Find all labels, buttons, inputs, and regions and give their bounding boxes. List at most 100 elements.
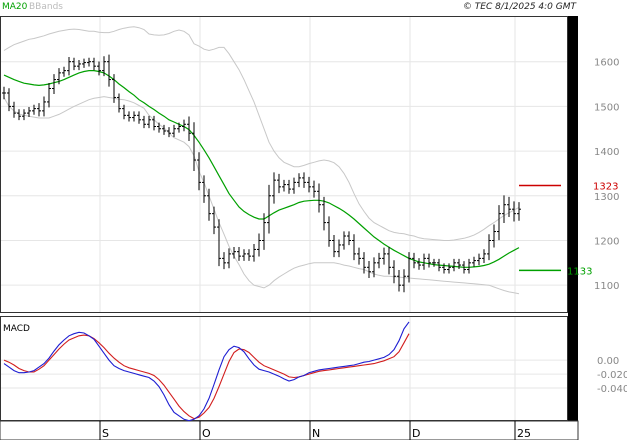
ohlc-bar	[487, 234, 491, 261]
ohlc-bar	[302, 172, 306, 188]
ohlc-bar	[197, 152, 201, 191]
ohlc-bar	[47, 83, 51, 108]
ohlc-bar	[432, 258, 436, 267]
macd-signal-line	[3, 333, 410, 420]
ohlc-bar	[37, 103, 41, 117]
ohlc-bar	[297, 173, 301, 188]
ohlc-bar	[307, 176, 311, 193]
date-tick-label: 25	[517, 427, 531, 440]
price-panel-frame	[0, 16, 568, 313]
ohlc-bar	[172, 124, 176, 138]
ohlc-bar	[342, 231, 346, 250]
ohlc-bar	[82, 58, 86, 68]
ohlc-bar	[382, 247, 386, 265]
ohlc-bar	[502, 195, 506, 224]
ohlc-bar	[77, 60, 81, 71]
ohlc-bar	[332, 235, 336, 258]
ohlc-bar	[187, 116, 191, 142]
ohlc-bar	[57, 68, 61, 85]
ohlc-bar	[492, 224, 496, 248]
copyright-text: © TEC 8/1/2025 4:0 GMT	[463, 2, 578, 12]
ohlc-bar	[112, 74, 116, 103]
ohlc-bar	[162, 124, 166, 135]
price-tick-label: 1400	[594, 147, 619, 158]
ohlc-bar	[137, 111, 141, 124]
ohlc-bar	[312, 180, 316, 198]
ohlc-bar	[437, 258, 441, 272]
ohlc-bar	[397, 269, 401, 292]
ohlc-bar	[452, 258, 456, 272]
date-axis-bar	[0, 420, 579, 441]
ohlc-bar	[417, 258, 421, 270]
macd-tick-label: -0.040	[597, 384, 627, 395]
ohlc-bar	[507, 196, 511, 218]
ohlc-bar	[52, 74, 56, 94]
ohlc-bar	[357, 247, 361, 265]
ohlc-bar	[167, 127, 171, 138]
ohlc-bar	[482, 249, 486, 264]
ohlc-bar	[237, 246, 241, 261]
ohlc-bar	[337, 239, 341, 258]
ohlc-bar	[442, 263, 446, 274]
price-tick-label: 1500	[594, 102, 619, 113]
macd-gridlines: 0.00 -0.020 -0.040	[1, 317, 627, 420]
ohlc-bar	[92, 57, 96, 71]
ohlc-bar	[387, 246, 391, 275]
ohlc-bar	[372, 257, 376, 278]
ohlc-bar	[277, 173, 281, 194]
ohlc-bar	[127, 111, 131, 122]
ohlc-bar	[472, 256, 476, 267]
macd-title: MACD	[3, 324, 30, 334]
ohlc-bar	[242, 249, 246, 261]
ohlc-bar	[152, 115, 156, 131]
ohlc-bar	[147, 115, 151, 129]
price-tick-label: 1600	[594, 58, 619, 69]
ohlc-bar	[117, 93, 121, 113]
ohlc-bar	[222, 252, 226, 270]
ohlc-bar	[202, 175, 206, 203]
ohlc-bar	[42, 96, 46, 117]
ohlc-bar	[132, 111, 136, 122]
ohlc-bar	[287, 179, 291, 194]
ohlc-bar	[157, 122, 161, 133]
ohlc-bar	[477, 253, 481, 266]
macd-line	[3, 321, 410, 422]
ohlc-bar	[457, 258, 461, 269]
ohlc-bar	[467, 258, 471, 274]
ohlc-bar	[427, 253, 431, 268]
ohlc-bar	[232, 246, 236, 259]
ohlc-bar	[87, 57, 91, 67]
ohlc-bar	[362, 252, 366, 274]
ohlc-bar	[317, 183, 321, 213]
ohlc-bar	[102, 56, 106, 77]
ohlc-bar	[67, 57, 71, 76]
ohlc-bar	[182, 119, 186, 132]
price-gridlines: 1100 1200 1300 1400 1500 1600	[1, 17, 619, 312]
macd-tick-label: 0.00	[597, 356, 619, 367]
ohlc-bar	[72, 57, 76, 71]
date-tick-label: N	[312, 427, 320, 440]
ohlc-bar	[32, 104, 36, 115]
ohlc-bar	[7, 88, 11, 112]
ohlc-bar	[252, 243, 256, 262]
ohlc-bar	[352, 234, 356, 261]
macd-layer	[3, 321, 410, 422]
ma20-line	[3, 69, 520, 268]
ohlc-bar	[107, 54, 111, 87]
ohlc-bar	[17, 109, 21, 121]
ohlc-bar	[207, 188, 211, 221]
ohlc-bar	[257, 233, 261, 257]
ohlc-bar	[267, 184, 271, 234]
ohlc-bar	[212, 206, 216, 235]
ohlc-bar	[282, 179, 286, 192]
macd-tick-label: -0.020	[597, 370, 627, 381]
price-tick-label: 1200	[594, 236, 619, 247]
support-label: 1133	[567, 266, 592, 277]
ohlc-bar	[27, 106, 31, 118]
ohlc-bar	[292, 177, 296, 194]
ohlc-bar	[367, 261, 371, 279]
date-axis: S O N D 25	[99, 421, 531, 440]
bbands-upper-line	[3, 26, 520, 241]
date-tick-label: D	[412, 427, 420, 440]
